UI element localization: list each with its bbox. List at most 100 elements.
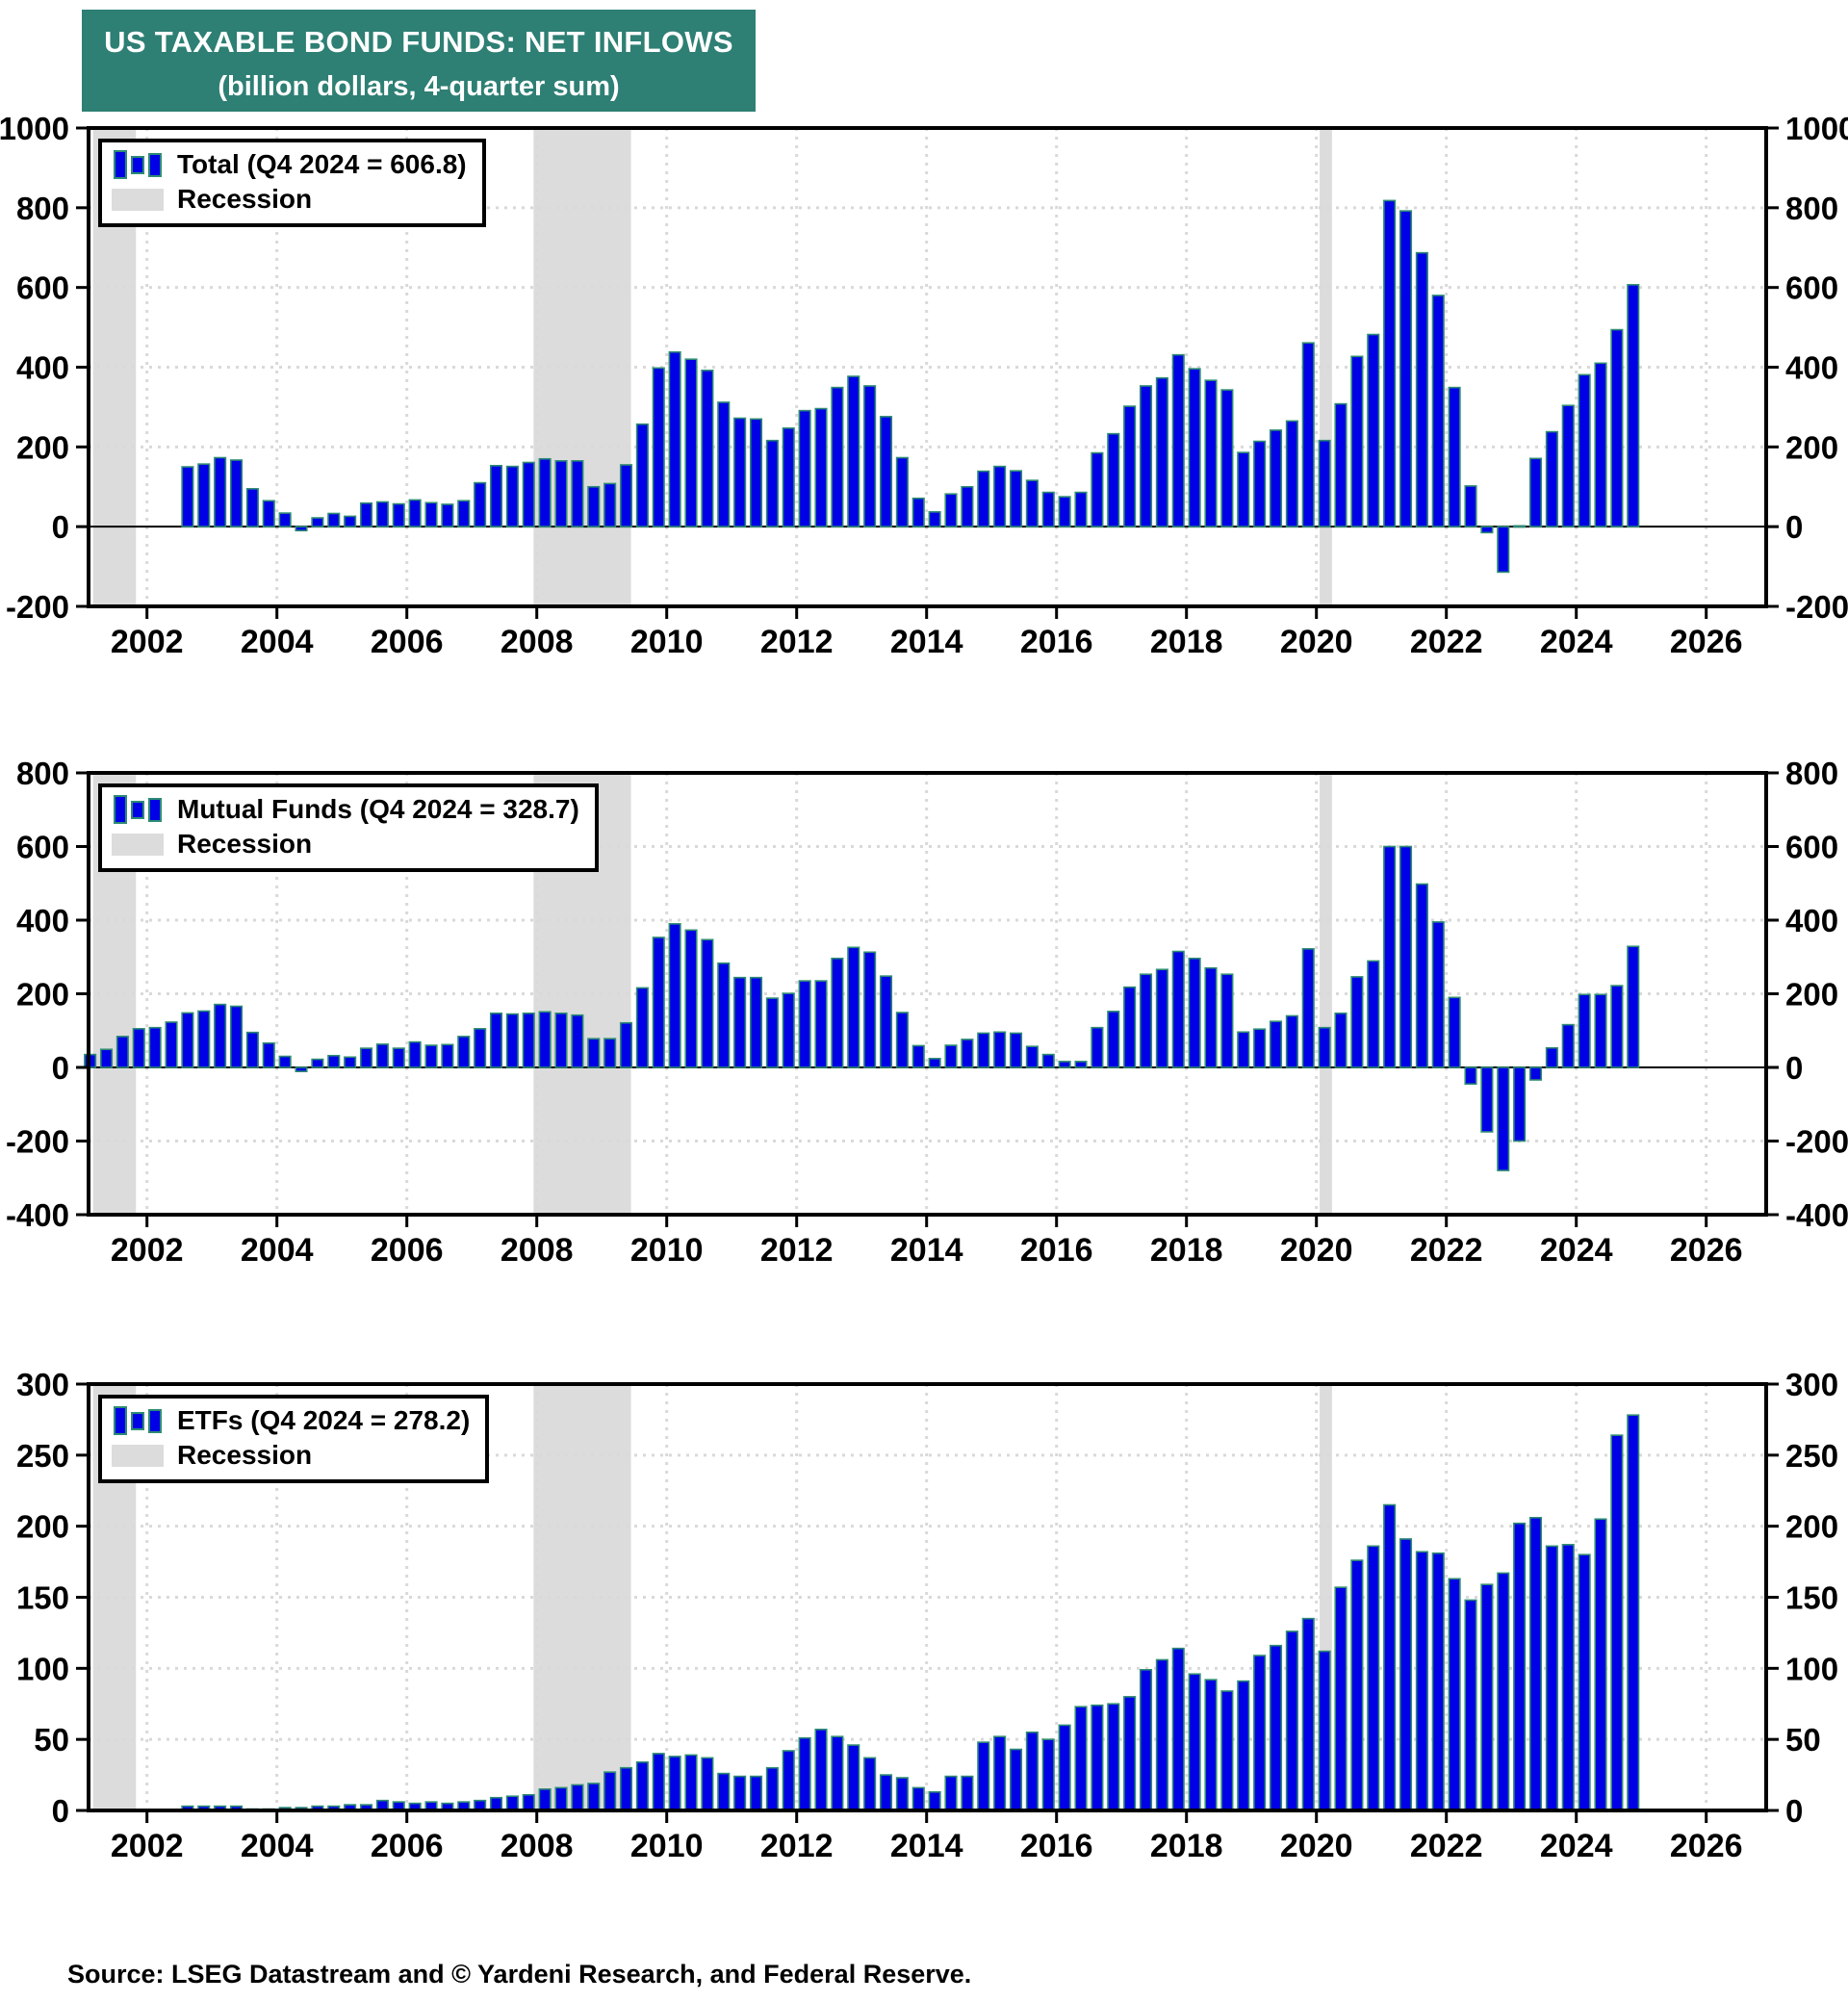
bar-2009Q4 xyxy=(652,367,665,527)
x-tick-label: 2020 xyxy=(1280,1828,1353,1864)
bar-series-icon xyxy=(112,1406,164,1435)
x-tick-label: 2022 xyxy=(1410,1828,1483,1864)
y-tick-label-left: 50 xyxy=(34,1722,69,1758)
y-tick-label-left: 300 xyxy=(16,1367,69,1402)
bar-2012Q2 xyxy=(814,1729,828,1811)
bar-2012Q1 xyxy=(798,1736,811,1811)
y-tick-label-right: 200 xyxy=(1785,429,1838,465)
y-tick-label-right: 250 xyxy=(1785,1438,1838,1474)
bar-2011Q4 xyxy=(782,992,795,1068)
y-tick-label-left: 400 xyxy=(16,903,69,938)
bar-2012Q4 xyxy=(847,375,860,527)
bar-2014Q2 xyxy=(944,1775,958,1811)
bar-2020Q1 xyxy=(1318,1026,1331,1068)
bar-2021Q1 xyxy=(1383,1503,1397,1811)
bar-2020Q4 xyxy=(1367,1545,1380,1811)
bar-2023Q3 xyxy=(1545,1046,1558,1068)
bar-2016Q1 xyxy=(1058,1061,1071,1068)
bar-2009Q2 xyxy=(619,1021,633,1068)
bar-2019Q3 xyxy=(1285,420,1298,527)
bar-2023Q2 xyxy=(1528,457,1543,527)
bar-2005Q3 xyxy=(375,1043,389,1068)
bar-2007Q4 xyxy=(522,1793,535,1811)
bar-2011Q4 xyxy=(782,427,795,527)
bar-2003Q2 xyxy=(229,459,244,527)
bar-2015Q4 xyxy=(1041,1738,1055,1811)
bar-2008Q3 xyxy=(571,1014,584,1068)
bar-2002Q2 xyxy=(165,1021,178,1068)
bar-2020Q3 xyxy=(1350,355,1364,527)
y-tick-label-left: 0 xyxy=(52,1050,69,1086)
y-tick-label-left: 600 xyxy=(16,830,69,865)
bar-2019Q1 xyxy=(1253,440,1267,527)
y-tick-label-left: -400 xyxy=(6,1197,69,1233)
x-tick-label: 2018 xyxy=(1150,1828,1223,1864)
bar-2020Q2 xyxy=(1334,1586,1348,1811)
bar-2013Q2 xyxy=(879,975,893,1068)
bar-2011Q2 xyxy=(749,1775,763,1811)
bar-2020Q3 xyxy=(1350,1559,1364,1811)
bar-2015Q3 xyxy=(1025,479,1039,527)
bar-2015Q4 xyxy=(1041,1053,1055,1068)
bar-2008Q2 xyxy=(554,1012,568,1068)
bar-2013Q4 xyxy=(911,1044,925,1068)
x-tick-label: 2014 xyxy=(890,1828,963,1864)
bar-2017Q3 xyxy=(1155,968,1168,1068)
bar-2001Q2 xyxy=(99,1048,114,1068)
bar-2016Q1 xyxy=(1058,1724,1071,1811)
x-tick-label: 2020 xyxy=(1280,624,1353,660)
bar-2020Q4 xyxy=(1367,960,1380,1068)
bar-2021Q1 xyxy=(1383,199,1397,527)
bar-2013Q3 xyxy=(895,1012,909,1068)
x-tick-label: 2018 xyxy=(1150,1232,1223,1269)
bar-2004Q2 xyxy=(295,1066,308,1073)
x-tick-label: 2016 xyxy=(1020,624,1093,660)
bar-2016Q2 xyxy=(1074,1061,1088,1068)
bar-2016Q1 xyxy=(1058,496,1071,527)
y-tick-label-right: 600 xyxy=(1785,270,1838,306)
bar-2012Q3 xyxy=(831,957,844,1068)
bar-2014Q1 xyxy=(928,1791,941,1811)
bar-2018Q1 xyxy=(1188,1673,1201,1811)
x-tick-label: 2026 xyxy=(1670,624,1743,660)
bar-2018Q2 xyxy=(1204,1679,1218,1811)
chart-title-line1: US TAXABLE BOND FUNDS: NET INFLOWS xyxy=(104,25,733,59)
bar-2007Q2 xyxy=(489,1012,503,1068)
y-tick-label-right: 600 xyxy=(1785,830,1838,865)
bar-2018Q2 xyxy=(1204,379,1218,527)
x-tick-label: 2022 xyxy=(1410,624,1483,660)
bar-2018Q3 xyxy=(1220,389,1234,527)
bar-2014Q4 xyxy=(977,1032,990,1068)
bar-2021Q2 xyxy=(1399,210,1413,527)
y-tick-label-right: -400 xyxy=(1785,1197,1848,1233)
x-tick-label: 2002 xyxy=(111,1828,184,1864)
bar-2004Q2 xyxy=(295,526,308,532)
bar-2011Q3 xyxy=(765,1766,779,1811)
bar-2010Q2 xyxy=(684,1754,698,1811)
y-tick-label-left: 200 xyxy=(16,429,69,465)
bar-2010Q4 xyxy=(717,1772,731,1811)
bar-2001Q3 xyxy=(116,1036,129,1068)
bar-2005Q3 xyxy=(375,500,389,527)
bar-2023Q4 xyxy=(1561,404,1575,527)
bar-2005Q4 xyxy=(392,502,405,527)
legend-total-label: Total (Q4 2024 = 606.8) xyxy=(177,149,467,179)
bar-2019Q2 xyxy=(1269,1644,1283,1811)
bar-2012Q1 xyxy=(798,409,811,527)
bar-2022Q4 xyxy=(1497,526,1510,574)
bar-2022Q2 xyxy=(1464,1599,1477,1811)
bar-2007Q3 xyxy=(505,465,519,527)
recession-swatch-icon xyxy=(112,188,164,211)
bar-2011Q3 xyxy=(765,997,779,1068)
bar-2014Q1 xyxy=(928,1058,941,1068)
bar-2020Q2 xyxy=(1334,402,1348,527)
bar-2004Q1 xyxy=(278,512,292,527)
bar-2015Q2 xyxy=(1009,1748,1023,1811)
bar-2010Q1 xyxy=(668,350,681,527)
x-tick-label: 2008 xyxy=(500,1232,574,1269)
bar-2008Q4 xyxy=(587,1783,601,1811)
legend-total: Total (Q4 2024 = 606.8) Recession xyxy=(98,139,486,227)
bar-2010Q3 xyxy=(701,370,714,527)
bar-2011Q3 xyxy=(765,439,779,527)
bar-2003Q3 xyxy=(245,488,259,527)
